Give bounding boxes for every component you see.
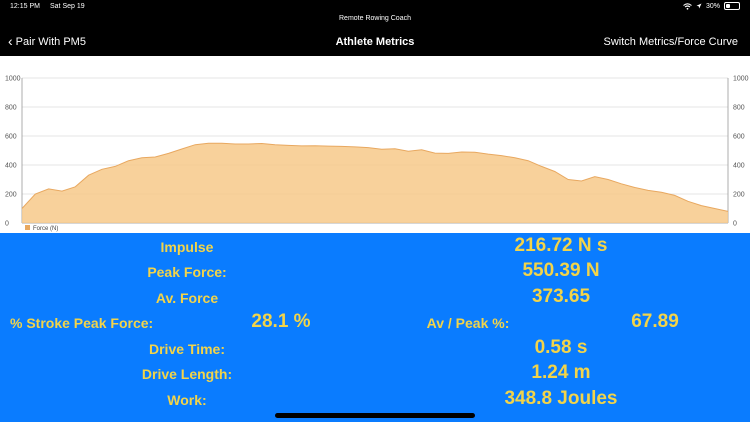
home-indicator[interactable] — [275, 413, 475, 418]
drive-length-label: Drive Length: — [141, 366, 233, 382]
y-tick-label-right: 200 — [733, 192, 745, 199]
impulse-value: 216.72 N s — [514, 235, 608, 256]
y-tick-label-left: 600 — [5, 134, 17, 141]
impulse-label: Impulse — [160, 239, 214, 255]
y-tick-label-left: 0 — [5, 221, 9, 228]
y-tick-label-left: 800 — [5, 105, 17, 112]
app-title: Remote Rowing Coach — [339, 15, 411, 22]
metrics-panel: Impulse 216.72 N s Peak Force: 550.39 N … — [0, 233, 750, 422]
legend-swatch — [25, 225, 30, 230]
av-peak-label: Av / Peak %: — [426, 315, 510, 331]
drive-time-value: 0.58 s — [534, 337, 588, 358]
battery-percent: 30% — [705, 2, 720, 10]
status-right: 30% — [683, 2, 740, 10]
peak-force-label: Peak Force: — [147, 264, 227, 280]
force-line — [21, 142, 729, 212]
stroke-peak-force-label: % Stroke Peak Force: — [10, 315, 154, 331]
y-tick-label-right: 400 — [733, 163, 745, 170]
y-tick-label-right: 0 — [733, 221, 737, 228]
navigation-bar: ‹ Pair With PM5 Athlete Metrics Switch M… — [0, 30, 750, 54]
av-force-value: 373.65 — [531, 286, 591, 307]
y-tick-label-left: 400 — [5, 163, 17, 170]
av-peak-value: 67.89 — [631, 311, 679, 332]
location-icon — [696, 3, 702, 9]
force-curve-panel: 0 0 200 200 400 400 600 600 800 800 1000 1000 Force … — [0, 56, 750, 233]
battery-fill — [726, 4, 730, 8]
y-tick-label-right: 1000 — [733, 76, 749, 83]
back-label: Pair With PM5 — [15, 36, 86, 48]
drive-time-label: Drive Time: — [149, 341, 225, 357]
drive-length-value: 1.24 m — [531, 362, 591, 383]
status-bar: 12:15 PM Sat Sep 19 30% — [0, 0, 750, 14]
battery-icon — [724, 2, 740, 10]
page-title: Athlete Metrics — [335, 36, 415, 48]
stroke-peak-force-value: 28.1 % — [251, 311, 311, 332]
y-tick-label-left: 1000 — [5, 76, 21, 83]
switch-metrics-button[interactable]: Switch Metrics/Force Curve — [603, 36, 738, 48]
y-tick-label-right: 800 — [733, 105, 745, 112]
y-tick-label-left: 200 — [5, 192, 17, 199]
work-label: Work: — [167, 392, 207, 408]
av-force-label: Av. Force — [155, 290, 219, 306]
y-tick-label-right: 600 — [733, 134, 745, 141]
force-area — [22, 143, 728, 223]
chevron-left-icon: ‹ — [8, 33, 13, 49]
legend-label: Force (N) — [33, 226, 58, 232]
pair-with-pm5-button[interactable]: ‹ Pair With PM5 — [8, 33, 86, 49]
status-time: 12:15 PM — [10, 3, 40, 10]
wifi-icon — [683, 2, 692, 10]
peak-force-value: 550.39 N — [522, 260, 600, 281]
force-curve-chart: 0 0 200 200 400 400 600 600 800 800 1000 1000 Force … — [5, 76, 749, 233]
work-value: 348.8 Joules — [504, 388, 618, 409]
status-date: Sat Sep 19 — [50, 3, 85, 10]
